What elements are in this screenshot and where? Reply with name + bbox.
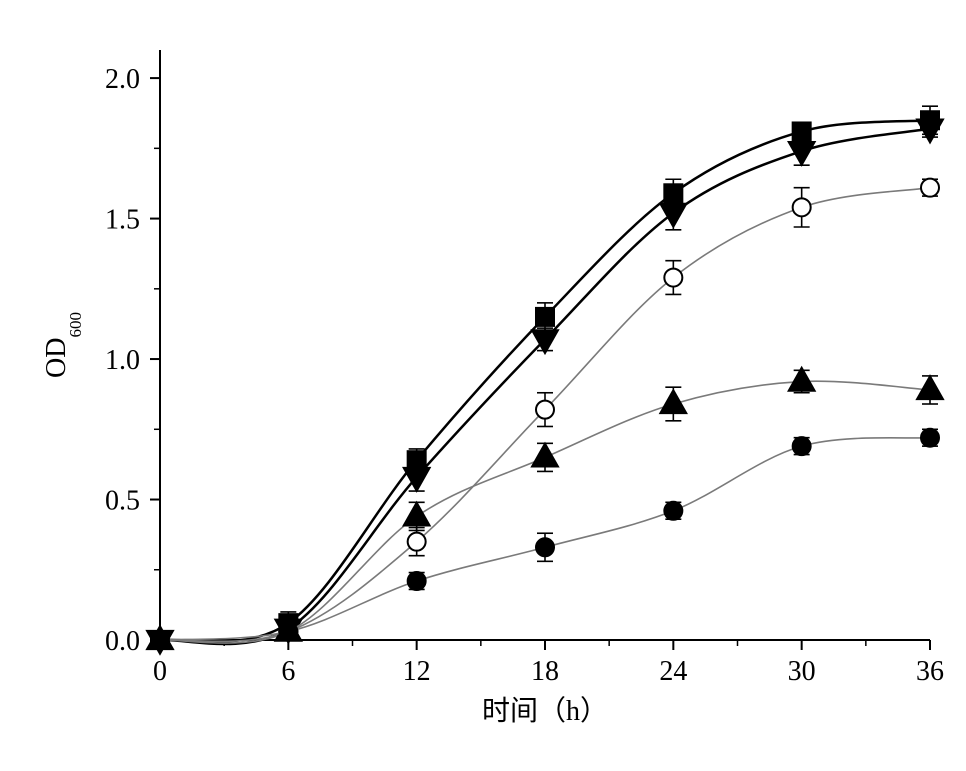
svg-text:1.5: 1.5: [105, 205, 140, 236]
svg-text:36: 36: [916, 656, 944, 687]
svg-text:0.0: 0.0: [105, 626, 140, 657]
svg-text:24: 24: [659, 656, 687, 687]
chart-container: 0612182430360.00.51.01.52.0时间（h）OD600: [0, 0, 966, 771]
svg-text:1.0: 1.0: [105, 345, 140, 376]
svg-text:0.5: 0.5: [105, 486, 140, 517]
x-axis-label: 时间（h）: [482, 695, 608, 727]
svg-text:2.0: 2.0: [105, 64, 140, 95]
svg-text:30: 30: [788, 656, 816, 687]
svg-text:18: 18: [531, 656, 559, 687]
svg-text:12: 12: [403, 656, 431, 687]
growth-curve-chart: 0612182430360.00.51.01.52.0时间（h）OD600: [0, 0, 966, 771]
svg-text:0: 0: [153, 656, 167, 687]
svg-text:6: 6: [281, 656, 295, 687]
